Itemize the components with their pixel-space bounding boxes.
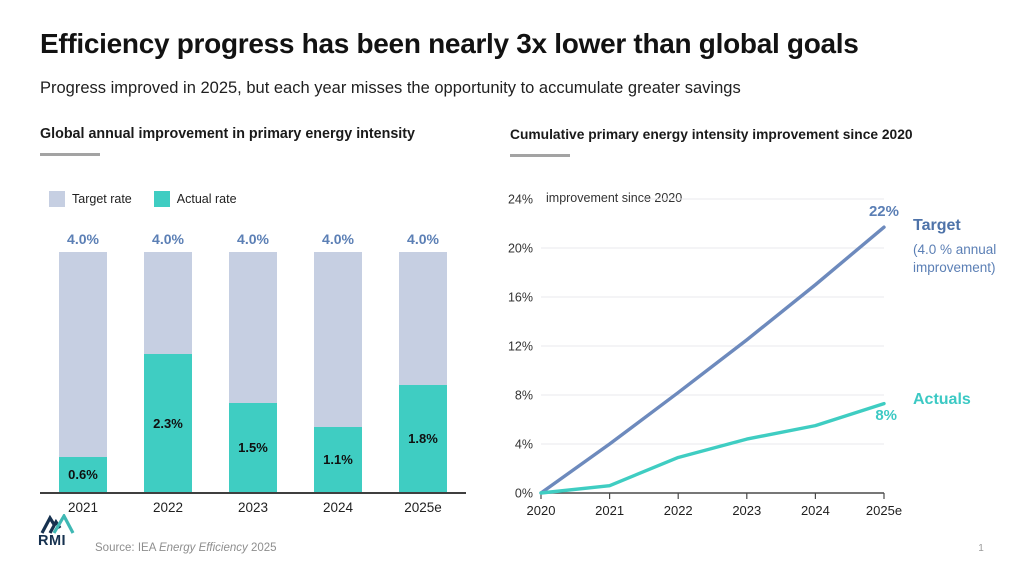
x-tick-label: 2021 bbox=[595, 503, 624, 518]
actual-bar bbox=[144, 354, 192, 493]
target-line-label: Target bbox=[913, 217, 961, 234]
x-tick-label: 2020 bbox=[527, 503, 556, 518]
line-chart-title: Cumulative primary energy intensity impr… bbox=[510, 127, 913, 142]
slide-title: Efficiency progress has been nearly 3x l… bbox=[40, 28, 859, 59]
rmi-logo-text: RMI bbox=[38, 533, 67, 549]
actual-bar bbox=[399, 385, 447, 493]
legend-item: Target rate bbox=[49, 191, 132, 207]
actual-value-label: 1.5% bbox=[238, 440, 268, 455]
actual-bar bbox=[314, 427, 362, 493]
line-chart-y-axis-note: improvement since 2020 bbox=[546, 191, 683, 205]
bar-chart-x-axis bbox=[40, 492, 466, 494]
target-line-sublabel: (4.0 % annual improvement) bbox=[913, 242, 997, 276]
x-tick-label: 2024 bbox=[801, 503, 830, 518]
actual-bar bbox=[59, 457, 107, 493]
y-tick-label: 0% bbox=[515, 487, 533, 501]
rmi-logo-icon bbox=[40, 514, 75, 534]
slide-subtitle: Progress improved in 2025, but each year… bbox=[40, 79, 741, 97]
target-bar bbox=[59, 252, 107, 493]
legend-swatch bbox=[153, 191, 170, 207]
source-year: 2025 bbox=[247, 542, 277, 554]
x-tick-label: 2022 bbox=[664, 503, 693, 518]
bar-x-tick-label: 2022 bbox=[152, 500, 184, 515]
title-accent-underline-left bbox=[40, 153, 100, 156]
actual-bar bbox=[229, 403, 277, 493]
line-chart-canvas: 0% 4% 8% 12% 16% 20% 24% 2020 2021 2022 2023 2024 20… bbox=[508, 193, 902, 519]
actual-value-label: 1.8% bbox=[408, 431, 438, 446]
target-value-label: 4.0% bbox=[322, 231, 354, 247]
target-value-label: 4.0% bbox=[152, 231, 184, 247]
x-tick-label: 2025e bbox=[866, 503, 902, 518]
legend-label: Actual rate bbox=[176, 192, 237, 206]
target-bar bbox=[314, 252, 362, 493]
bar-x-tick-label: 2023 bbox=[237, 500, 269, 515]
legend-swatch bbox=[49, 191, 65, 207]
y-tick-label: 24% bbox=[508, 193, 533, 207]
legend-label: Target rate bbox=[72, 192, 132, 206]
bar-chart-legend: Target rate Actual rate bbox=[49, 191, 251, 207]
target-value-label: 4.0% bbox=[237, 231, 269, 247]
source-citation: Source: IEA Energy Efficiency 2025 bbox=[95, 542, 277, 554]
target-bar bbox=[399, 252, 447, 493]
bar-x-tick-label: 2025e bbox=[404, 500, 442, 515]
y-tick-label: 8% bbox=[515, 389, 533, 403]
y-tick-label: 4% bbox=[515, 438, 533, 452]
actuals-end-value-label: 8% bbox=[875, 407, 897, 424]
title-accent-underline-right bbox=[510, 154, 570, 157]
bar-x-tick-label: 2024 bbox=[322, 500, 354, 515]
actual-value-label: 1.1% bbox=[323, 452, 353, 467]
target-bar bbox=[144, 252, 192, 493]
actuals-line bbox=[539, 401, 886, 495]
actual-value-label: 0.6% bbox=[68, 467, 98, 482]
target-value-label: 4.0% bbox=[67, 231, 99, 247]
target-bar bbox=[229, 252, 277, 493]
target-line bbox=[539, 225, 886, 495]
target-end-value-label: 22% bbox=[868, 203, 899, 220]
source-title: Energy Efficiency bbox=[158, 542, 248, 554]
y-tick-label: 20% bbox=[508, 242, 533, 256]
legend-item: Actual rate bbox=[153, 191, 237, 207]
source-prefix: Source: IEA bbox=[95, 542, 159, 554]
page-number: 1 bbox=[978, 543, 984, 554]
y-tick-label: 16% bbox=[508, 291, 533, 305]
actuals-line-label: Actuals bbox=[913, 391, 971, 408]
target-value-label: 4.0% bbox=[407, 231, 439, 247]
bar-chart-title: Global annual improvement in primary ene… bbox=[40, 126, 415, 142]
bar-x-tick-label: 2021 bbox=[67, 500, 99, 515]
y-tick-label: 12% bbox=[508, 340, 533, 354]
x-tick-label: 2023 bbox=[732, 503, 761, 518]
actual-value-label: 2.3% bbox=[153, 415, 183, 431]
